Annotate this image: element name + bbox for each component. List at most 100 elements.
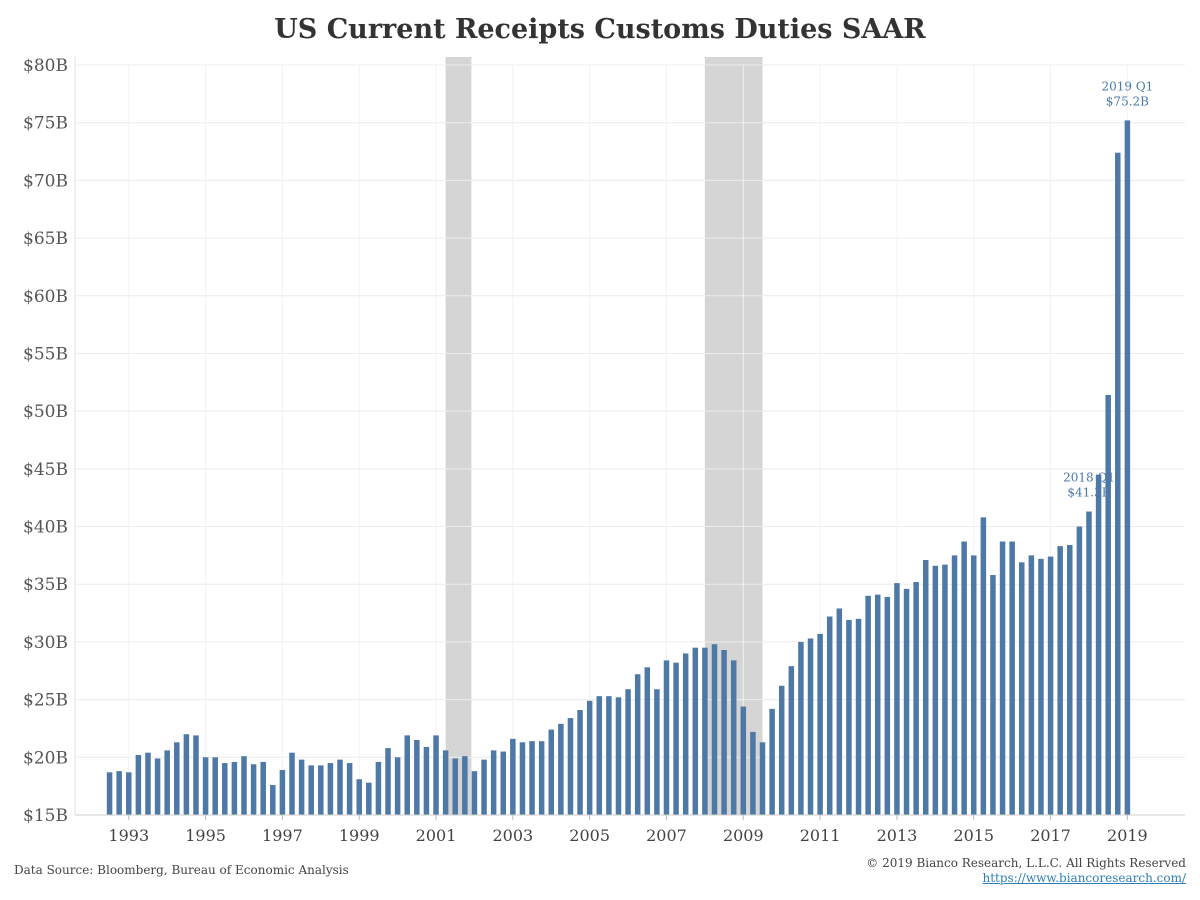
bar	[193, 735, 199, 815]
x-tick-label: 1993	[108, 826, 149, 845]
bar	[241, 756, 247, 815]
x-tick-label: 2011	[800, 826, 841, 845]
bar	[1057, 546, 1063, 815]
x-tick-label: 2001	[416, 826, 457, 845]
bar	[135, 755, 142, 815]
bar	[270, 785, 276, 815]
bar	[202, 757, 209, 815]
bar	[1124, 120, 1131, 815]
bar	[682, 653, 689, 815]
annotation-period: 2018 Q1	[1063, 471, 1115, 485]
bar	[260, 761, 266, 815]
x-tick-label: 1999	[339, 826, 380, 845]
x-tick-label: 1995	[185, 826, 226, 845]
bar	[1086, 511, 1092, 815]
bar	[375, 761, 382, 815]
y-tick-label: $20B	[23, 748, 68, 768]
bar	[740, 706, 747, 815]
bar	[1105, 395, 1111, 815]
bar	[606, 696, 612, 815]
bar	[366, 782, 372, 815]
bar	[1115, 152, 1121, 815]
y-tick-label: $80B	[23, 56, 68, 76]
bar	[500, 751, 507, 815]
bar	[596, 696, 603, 815]
bar	[922, 560, 929, 815]
bar	[414, 740, 420, 815]
bar	[855, 618, 862, 815]
bar	[865, 595, 871, 815]
bar	[385, 748, 391, 815]
bar	[644, 667, 651, 815]
x-tick-label: 2005	[569, 826, 610, 845]
bar	[778, 685, 785, 815]
bar	[798, 641, 804, 815]
bar	[932, 565, 939, 815]
bar	[145, 752, 151, 815]
y-tick-label: $35B	[23, 575, 68, 595]
y-tick-label: $30B	[23, 633, 68, 653]
y-tick-label: $25B	[23, 691, 68, 711]
y-tick-label: $65B	[23, 229, 68, 249]
bar	[327, 763, 334, 815]
bar	[231, 761, 238, 815]
bar	[126, 772, 132, 815]
x-tick-label: 2017	[1030, 826, 1071, 845]
bar	[980, 517, 987, 815]
bar	[538, 741, 545, 815]
bar	[337, 759, 343, 815]
bar	[903, 588, 910, 815]
bar	[971, 555, 977, 815]
chart-title: US Current Receipts Customs Duties SAAR	[274, 14, 926, 45]
bar	[788, 666, 795, 815]
bar	[586, 700, 593, 815]
bar	[510, 738, 516, 815]
bar	[452, 758, 458, 815]
x-axis-labels: 1993 1995 1997 1999 2001 2003 2005 2007 2009 2011…	[108, 826, 1147, 845]
x-tick-label: 2019	[1107, 826, 1148, 845]
bar	[250, 764, 257, 815]
bar	[702, 647, 708, 815]
x-tick-label: 2015	[953, 826, 994, 845]
annotation-value: $41.3B	[1067, 486, 1110, 500]
bar	[942, 564, 948, 815]
bar	[1076, 526, 1083, 815]
bar	[769, 708, 775, 815]
y-tick-label: $55B	[23, 344, 68, 364]
bar	[1095, 474, 1102, 815]
bar	[807, 638, 814, 815]
annotation-value: $75.2B	[1106, 94, 1149, 108]
bar	[318, 765, 324, 815]
bar	[462, 756, 468, 815]
website-link[interactable]: https://www.biancoresearch.com/	[982, 871, 1186, 885]
y-axis-labels: $15B $20B $25B $30B $35B $40B $45B $50B $55B $60B…	[23, 56, 68, 826]
bar	[154, 758, 161, 815]
bar	[567, 718, 574, 815]
bar-series	[106, 120, 1131, 815]
bar	[174, 742, 180, 815]
annotations: 2018 Q1$41.3B 2019 Q1$75.2B	[1063, 79, 1153, 499]
bar	[442, 750, 449, 815]
bar	[404, 735, 410, 815]
bar	[759, 742, 766, 815]
data-source: Data Source: Bloomberg, Bureau of Econom…	[14, 863, 349, 877]
bar	[356, 779, 362, 815]
bar	[106, 772, 113, 815]
bar	[663, 660, 670, 815]
bar	[471, 771, 478, 815]
bar	[884, 596, 891, 815]
bar	[289, 752, 295, 815]
bar	[298, 759, 305, 815]
bar	[711, 644, 718, 815]
bar	[308, 765, 314, 815]
axes	[74, 57, 1185, 820]
bar	[721, 650, 727, 815]
y-tick-label: $50B	[23, 402, 68, 422]
bar	[836, 608, 843, 815]
bar	[481, 759, 487, 815]
bar	[183, 734, 190, 815]
bar	[615, 697, 622, 815]
x-tick-label: 2013	[877, 826, 918, 845]
x-tick-label: 2007	[646, 826, 687, 845]
